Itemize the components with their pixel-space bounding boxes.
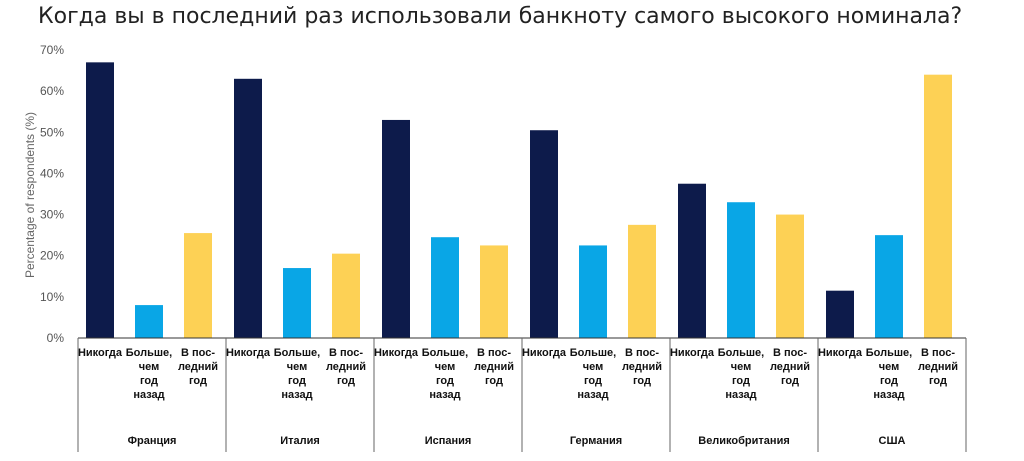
bar xyxy=(628,224,656,338)
bar xyxy=(924,74,952,338)
group-label: Германия xyxy=(570,435,622,447)
category-label: Больше, чем год назад xyxy=(126,347,172,401)
y-axis: 0% 10% 20% 30% 40% 50% 60% 70% xyxy=(40,43,64,345)
y-tick-label: 10% xyxy=(40,290,64,304)
category-label: Никогда xyxy=(670,347,715,359)
y-tick-label: 30% xyxy=(40,208,64,222)
bar xyxy=(727,202,755,338)
bars xyxy=(86,62,952,339)
category-label: Никогда xyxy=(78,347,123,359)
category-label: Больше, чем год назад xyxy=(718,347,764,401)
bar xyxy=(135,305,163,338)
bar xyxy=(776,214,804,338)
group-label: Франция xyxy=(128,435,177,447)
category-label: В пос-ледний год xyxy=(918,347,958,387)
group-label: США xyxy=(879,435,906,447)
category-label: Больше, чем год назад xyxy=(274,347,320,401)
category-label: Больше, чем год назад xyxy=(570,347,616,401)
category-label: Никогда xyxy=(226,347,271,359)
y-axis-label: Percentage of respondents (%) xyxy=(23,112,37,278)
bar xyxy=(480,245,508,338)
bar xyxy=(332,253,360,338)
group-label: Италия xyxy=(280,435,320,447)
y-tick-label: 60% xyxy=(40,84,64,98)
group-label: Великобритания xyxy=(698,435,790,447)
bar xyxy=(579,245,607,338)
y-tick-label: 20% xyxy=(40,249,64,263)
category-label: В пос-ледний год xyxy=(770,347,810,387)
bar xyxy=(234,78,262,339)
bar xyxy=(678,183,706,338)
y-tick-label: 70% xyxy=(40,43,64,57)
bar xyxy=(875,235,903,338)
category-label: Больше, чем год назад xyxy=(866,347,912,401)
bar xyxy=(283,268,311,338)
bar xyxy=(86,62,114,338)
bar xyxy=(382,119,410,338)
bar xyxy=(431,237,459,338)
y-tick-label: 40% xyxy=(40,166,64,180)
category-label: В пос-ледний год xyxy=(326,347,366,387)
category-label: В пос-ледний год xyxy=(622,347,662,387)
category-label: В пос-ледний год xyxy=(178,347,218,387)
bar xyxy=(826,290,854,338)
category-label: Никогда xyxy=(818,347,863,359)
group-label: Испания xyxy=(425,435,472,447)
bar xyxy=(184,233,212,338)
chart-title: Когда вы в последний раз использовали ба… xyxy=(38,4,963,29)
category-label: Никогда xyxy=(522,347,567,359)
y-tick-label: 50% xyxy=(40,125,64,139)
category-label: В пос-ледний год xyxy=(474,347,514,387)
y-tick-label: 0% xyxy=(47,331,65,345)
bar xyxy=(530,130,558,338)
category-label: Никогда xyxy=(374,347,419,359)
category-label: Больше, чем год назад xyxy=(422,347,468,401)
